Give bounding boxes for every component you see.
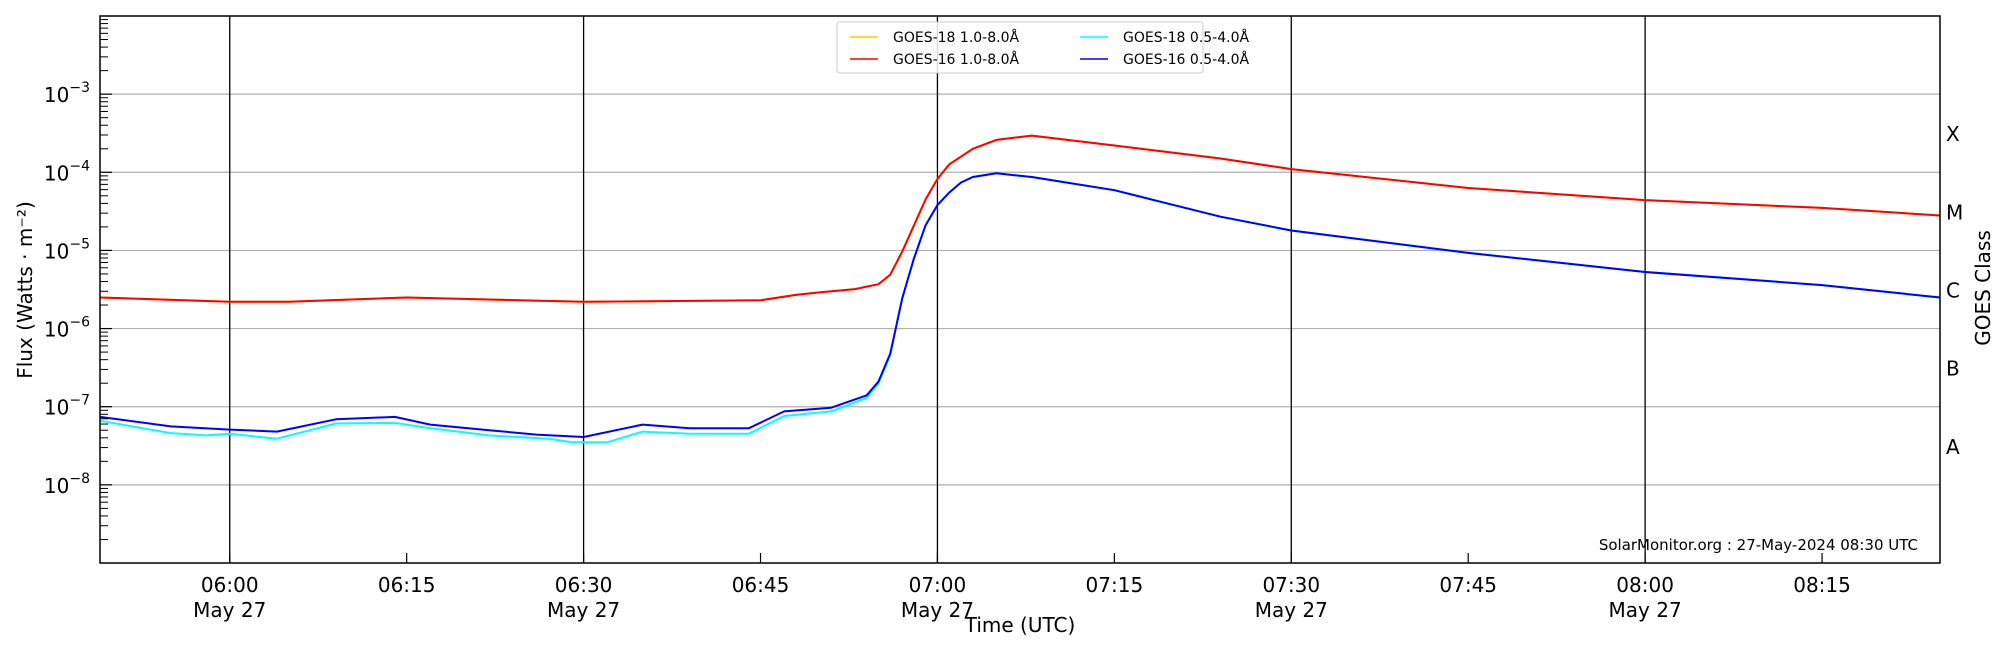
y-tick-label: 10−4 bbox=[44, 158, 90, 185]
goes-class-axis: X M C B A bbox=[1946, 122, 1963, 459]
x-tick-label: 08:00 bbox=[1616, 573, 1674, 597]
legend-label: GOES-18 0.5-4.0Å bbox=[1123, 29, 1249, 46]
y-tick-label: 10−5 bbox=[44, 236, 90, 263]
x-tick-label: 08:15 bbox=[1793, 573, 1851, 597]
source-annotation: SolarMonitor.org : 27-May-2024 08:30 UTC bbox=[1599, 536, 1918, 554]
legend-box bbox=[836, 21, 1204, 74]
x-tick-label: 06:30 bbox=[555, 573, 613, 597]
series-lines bbox=[99, 134, 1941, 444]
time-markers bbox=[229, 16, 1646, 563]
x-tick-date-label: May 27 bbox=[1609, 598, 1682, 622]
goes-class-label: B bbox=[1946, 357, 1960, 381]
goes-class-label: M bbox=[1946, 200, 1963, 224]
legend-label: GOES-16 0.5-4.0Å bbox=[1123, 51, 1249, 68]
y-tick-label: 10−8 bbox=[44, 471, 90, 498]
legend-label: GOES-18 1.0-8.0Å bbox=[893, 29, 1019, 46]
x-tick-label: 07:30 bbox=[1262, 573, 1320, 597]
x-tick-date-label: May 27 bbox=[547, 598, 620, 622]
series-line bbox=[99, 172, 1941, 444]
series-line bbox=[99, 134, 1941, 303]
x-tick-label: 07:15 bbox=[1086, 573, 1144, 597]
y-axis: 10−8 10−7 10−6 10−5 10−4 10−3 bbox=[44, 19, 112, 540]
goes-class-label: X bbox=[1946, 122, 1960, 146]
y-tick-label: 10−3 bbox=[44, 80, 90, 107]
x-tick-label: 07:45 bbox=[1439, 573, 1497, 597]
x-tick-date-label: May 27 bbox=[1255, 598, 1328, 622]
x-tick-label: 06:00 bbox=[201, 573, 259, 597]
x-tick-label: 06:45 bbox=[732, 573, 790, 597]
y2-axis-label: GOES Class bbox=[1971, 230, 1995, 346]
legend: GOES-18 1.0-8.0Å GOES-16 1.0-8.0Å GOES-18 … bbox=[836, 21, 1249, 74]
plot-frame bbox=[99, 15, 1941, 564]
y-axis-label: Flux (Watts · m⁻²) bbox=[13, 201, 37, 379]
goes-class-label: C bbox=[1946, 279, 1960, 303]
x-tick-date-label: May 27 bbox=[193, 598, 266, 622]
y-tick-label: 10−7 bbox=[44, 393, 90, 420]
series-line bbox=[99, 172, 1941, 438]
x-axis-label: Time (UTC) bbox=[964, 613, 1076, 637]
grid bbox=[100, 93, 1940, 486]
x-tick-label: 06:15 bbox=[378, 573, 436, 597]
legend-label: GOES-16 1.0-8.0Å bbox=[893, 51, 1019, 68]
series-line bbox=[99, 134, 1941, 303]
y-tick-label: 10−6 bbox=[44, 315, 90, 342]
goes-class-label: A bbox=[1946, 435, 1960, 459]
x-tick-label: 07:00 bbox=[909, 573, 967, 597]
x-tick-date-label: May 27 bbox=[901, 598, 974, 622]
